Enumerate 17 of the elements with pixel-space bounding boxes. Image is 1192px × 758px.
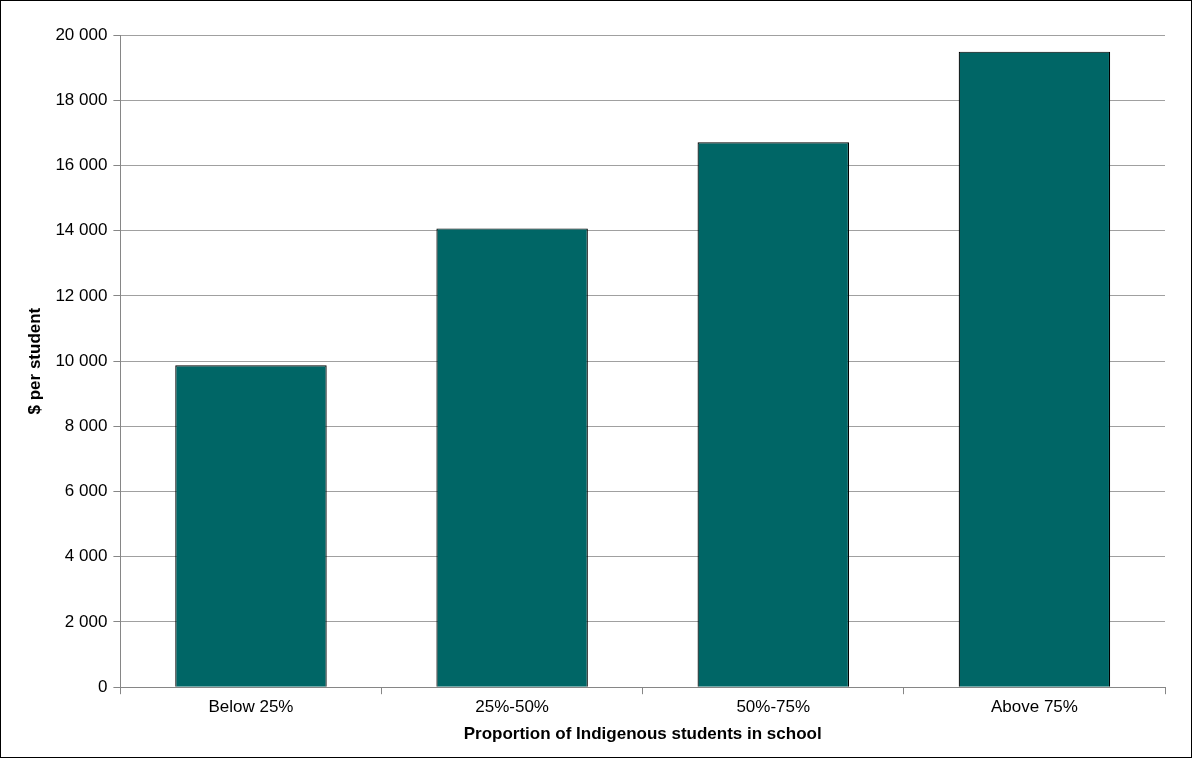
y-tick-label: 16 000 [55, 155, 108, 175]
y-tick-label: 8 000 [64, 416, 108, 436]
y-tick-label: 2 000 [64, 611, 108, 631]
y-tick-label: 20 000 [55, 24, 108, 44]
x-axis-title: Proportion of Indigenous students in school [463, 724, 822, 744]
x-tick-label: Above 75% [990, 697, 1078, 717]
y-tick-label: 12 000 [55, 285, 108, 305]
y-tick-label: 6 000 [64, 481, 108, 501]
y-tick-label: 0 [97, 676, 108, 696]
x-tick-label: 50%-75% [736, 697, 811, 717]
y-tick-label: 10 000 [55, 350, 108, 370]
x-tick-label: Below 25% [208, 697, 294, 717]
y-tick-label: 18 000 [55, 89, 108, 109]
y-axis-title: $ per student [24, 307, 44, 415]
x-tick-label: 25%-50% [475, 697, 549, 717]
y-tick-label: 4 000 [64, 546, 108, 566]
y-tick-label: 14 000 [55, 220, 108, 240]
